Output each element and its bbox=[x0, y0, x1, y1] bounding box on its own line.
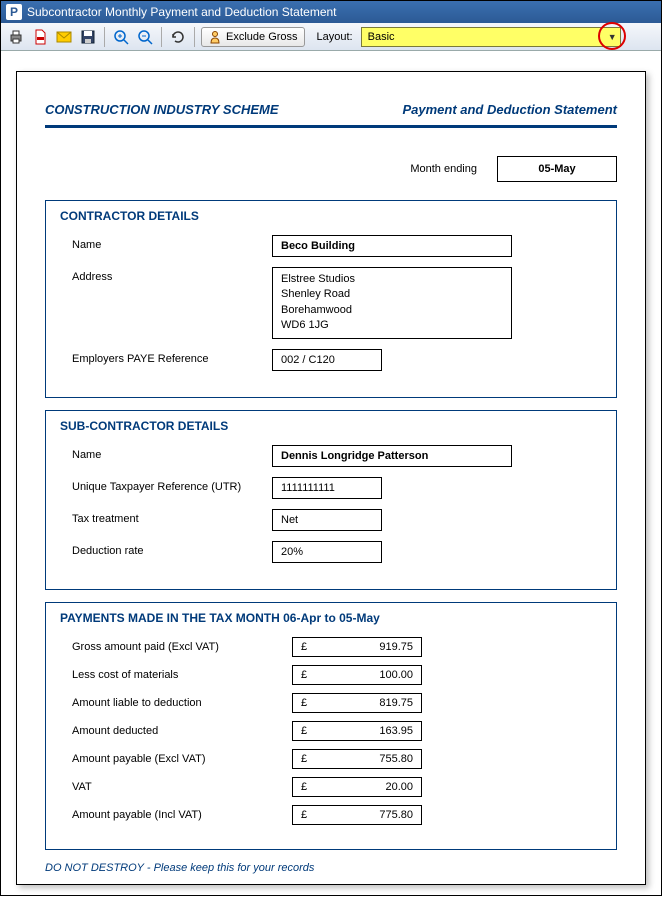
payment-row: Amount payable (Incl VAT)£775.80 bbox=[60, 805, 602, 825]
payment-value: £20.00 bbox=[292, 777, 422, 797]
titlebar: P Subcontractor Monthly Payment and Dedu… bbox=[1, 1, 661, 23]
sub-utr-label: Unique Taxpayer Reference (UTR) bbox=[72, 477, 272, 493]
toolbar-separator bbox=[194, 27, 195, 47]
exclude-gross-label: Exclude Gross bbox=[226, 31, 298, 43]
payments-section: PAYMENTS MADE IN THE TAX MONTH 06-Apr to… bbox=[45, 602, 617, 850]
payment-label: Amount liable to deduction bbox=[72, 697, 292, 709]
payment-row: Amount deducted£163.95 bbox=[60, 721, 602, 741]
currency-symbol: £ bbox=[301, 641, 307, 653]
payment-label: Amount payable (Excl VAT) bbox=[72, 753, 292, 765]
header-left: CONSTRUCTION INDUSTRY SCHEME bbox=[45, 102, 279, 117]
header-right: Payment and Deduction Statement bbox=[402, 102, 617, 117]
sub-utr-row: Unique Taxpayer Reference (UTR) 11111111… bbox=[60, 477, 602, 499]
payment-row: Less cost of materials£100.00 bbox=[60, 665, 602, 685]
contractor-name-label: Name bbox=[72, 235, 272, 251]
payment-label: Gross amount paid (Excl VAT) bbox=[72, 641, 292, 653]
window-title: Subcontractor Monthly Payment and Deduct… bbox=[27, 5, 337, 19]
address-line: Elstree Studios bbox=[281, 272, 503, 287]
zoom-out-icon[interactable] bbox=[135, 27, 155, 47]
exclude-gross-button[interactable]: Exclude Gross bbox=[201, 27, 305, 47]
contractor-address-value: Elstree Studios Shenley Road Borehamwood… bbox=[272, 267, 512, 339]
toolbar-separator bbox=[104, 27, 105, 47]
payment-label: Amount payable (Incl VAT) bbox=[72, 809, 292, 821]
document-header: CONSTRUCTION INDUSTRY SCHEME Payment and… bbox=[45, 102, 617, 117]
print-icon[interactable] bbox=[6, 27, 26, 47]
contractor-title: CONTRACTOR DETAILS bbox=[60, 209, 602, 223]
amount: 100.00 bbox=[379, 669, 413, 681]
currency-symbol: £ bbox=[301, 669, 307, 681]
layout-select-wrap: ▼ bbox=[361, 27, 621, 47]
refresh-icon[interactable] bbox=[168, 27, 188, 47]
month-ending-row: Month ending 05-May bbox=[45, 156, 617, 182]
amount: 775.80 bbox=[379, 809, 413, 821]
month-ending-value: 05-May bbox=[497, 156, 617, 182]
amount: 819.75 bbox=[379, 697, 413, 709]
person-icon bbox=[208, 30, 222, 44]
payment-value: £775.80 bbox=[292, 805, 422, 825]
sub-utr-value: 1111111111 bbox=[272, 477, 382, 499]
payment-value: £163.95 bbox=[292, 721, 422, 741]
toolbar: Exclude Gross Layout: ▼ bbox=[1, 23, 661, 51]
payment-label: VAT bbox=[72, 781, 292, 793]
payment-label: Amount deducted bbox=[72, 725, 292, 737]
document-page: CONSTRUCTION INDUSTRY SCHEME Payment and… bbox=[16, 71, 646, 885]
contractor-address-row: Address Elstree Studios Shenley Road Bor… bbox=[60, 267, 602, 339]
currency-symbol: £ bbox=[301, 781, 307, 793]
subcontractor-title: SUB-CONTRACTOR DETAILS bbox=[60, 419, 602, 433]
payment-value: £100.00 bbox=[292, 665, 422, 685]
zoom-in-icon[interactable] bbox=[111, 27, 131, 47]
contractor-name-row: Name Beco Building bbox=[60, 235, 602, 257]
sub-tax-label: Tax treatment bbox=[72, 509, 272, 525]
toolbar-separator bbox=[161, 27, 162, 47]
save-icon[interactable] bbox=[78, 27, 98, 47]
sub-rate-label: Deduction rate bbox=[72, 541, 272, 557]
header-rule bbox=[45, 125, 617, 128]
pdf-icon[interactable] bbox=[30, 27, 50, 47]
amount: 919.75 bbox=[379, 641, 413, 653]
contractor-paye-row: Employers PAYE Reference 002 / C120 bbox=[60, 349, 602, 371]
sub-rate-row: Deduction rate 20% bbox=[60, 541, 602, 563]
contractor-name-value: Beco Building bbox=[272, 235, 512, 257]
amount: 20.00 bbox=[385, 781, 413, 793]
sub-rate-value: 20% bbox=[272, 541, 382, 563]
sub-tax-row: Tax treatment Net bbox=[60, 509, 602, 531]
subcontractor-section: SUB-CONTRACTOR DETAILS Name Dennis Longr… bbox=[45, 410, 617, 590]
contractor-paye-value: 002 / C120 bbox=[272, 349, 382, 371]
address-line: Borehamwood bbox=[281, 303, 503, 318]
email-icon[interactable] bbox=[54, 27, 74, 47]
sub-name-value: Dennis Longridge Patterson bbox=[272, 445, 512, 467]
sub-tax-value: Net bbox=[272, 509, 382, 531]
currency-symbol: £ bbox=[301, 725, 307, 737]
payments-title: PAYMENTS MADE IN THE TAX MONTH 06-Apr to… bbox=[60, 611, 602, 625]
amount: 755.80 bbox=[379, 753, 413, 765]
currency-symbol: £ bbox=[301, 753, 307, 765]
page-area: CONSTRUCTION INDUSTRY SCHEME Payment and… bbox=[1, 51, 661, 895]
payment-value: £819.75 bbox=[292, 693, 422, 713]
sub-name-label: Name bbox=[72, 445, 272, 461]
payment-value: £919.75 bbox=[292, 637, 422, 657]
contractor-paye-label: Employers PAYE Reference bbox=[72, 349, 272, 365]
amount: 163.95 bbox=[379, 725, 413, 737]
month-ending-label: Month ending bbox=[410, 163, 477, 175]
currency-symbol: £ bbox=[301, 809, 307, 821]
payment-row: Gross amount paid (Excl VAT)£919.75 bbox=[60, 637, 602, 657]
currency-symbol: £ bbox=[301, 697, 307, 709]
sub-name-row: Name Dennis Longridge Patterson bbox=[60, 445, 602, 467]
layout-select[interactable] bbox=[361, 27, 621, 47]
contractor-address-label: Address bbox=[72, 267, 272, 283]
address-line: WD6 1JG bbox=[281, 318, 503, 333]
payment-label: Less cost of materials bbox=[72, 669, 292, 681]
payment-value: £755.80 bbox=[292, 749, 422, 769]
contractor-section: CONTRACTOR DETAILS Name Beco Building Ad… bbox=[45, 200, 617, 398]
payments-rows: Gross amount paid (Excl VAT)£919.75Less … bbox=[60, 637, 602, 825]
app-window: P Subcontractor Monthly Payment and Dedu… bbox=[0, 0, 662, 896]
address-line: Shenley Road bbox=[281, 287, 503, 302]
footer-note: DO NOT DESTROY - Please keep this for yo… bbox=[45, 862, 617, 874]
payment-row: Amount payable (Excl VAT)£755.80 bbox=[60, 749, 602, 769]
payment-row: VAT£20.00 bbox=[60, 777, 602, 797]
layout-label: Layout: bbox=[317, 31, 353, 43]
payment-row: Amount liable to deduction£819.75 bbox=[60, 693, 602, 713]
app-icon: P bbox=[6, 4, 22, 20]
